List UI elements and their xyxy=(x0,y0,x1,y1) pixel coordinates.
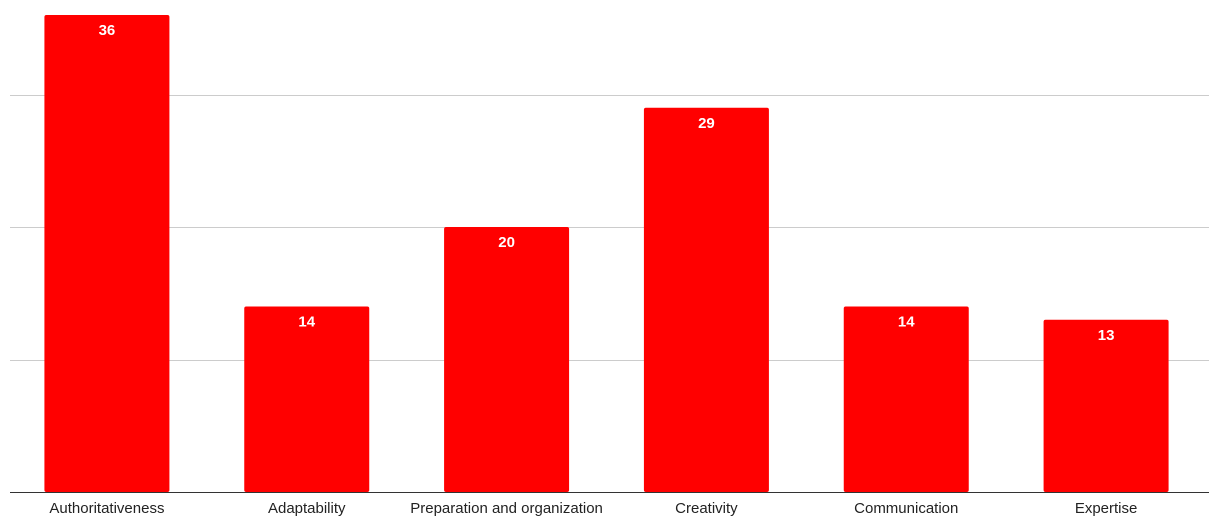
bar-1 xyxy=(244,306,370,492)
data-labels: 36 14 20 29 14 13 xyxy=(99,22,1115,344)
bars xyxy=(44,15,1169,492)
data-label-1: 14 xyxy=(298,314,315,331)
data-label-5: 13 xyxy=(1098,327,1115,344)
bar-3 xyxy=(643,107,769,492)
bar-0 xyxy=(44,15,170,492)
gridlines xyxy=(10,95,1209,361)
data-label-2: 20 xyxy=(498,234,515,251)
data-label-0: 36 xyxy=(99,22,116,39)
bar-4 xyxy=(843,306,969,492)
x-axis-tick-labels: Authoritativeness Adaptability Preparation… xyxy=(49,500,1137,517)
x-tick-label-2: Preparation and organization xyxy=(410,500,603,517)
x-tick-label-4: Communication xyxy=(854,500,958,517)
bar-2 xyxy=(444,227,570,492)
data-label-3: 29 xyxy=(698,115,715,132)
data-label-4: 14 xyxy=(898,314,915,331)
x-tick-label-0: Authoritativeness xyxy=(49,500,164,517)
x-tick-label-5: Expertise xyxy=(1075,500,1138,517)
x-tick-label-3: Creativity xyxy=(675,500,738,517)
bar-5 xyxy=(1043,319,1169,492)
x-tick-label-1: Adaptability xyxy=(268,500,346,517)
